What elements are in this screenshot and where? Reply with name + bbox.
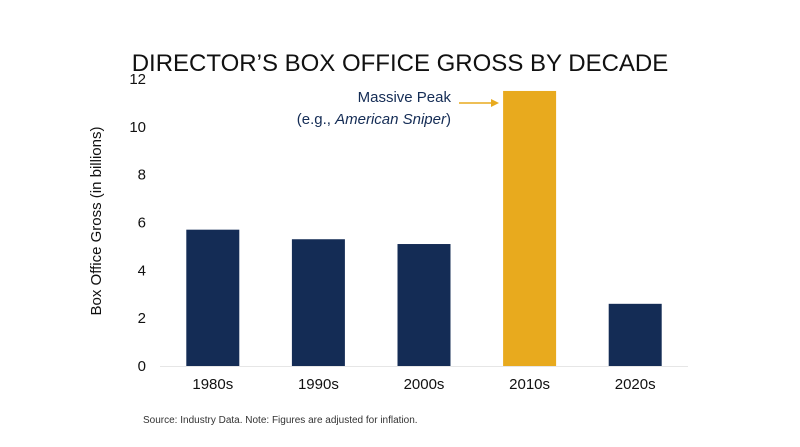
y-axis-title: Box Office Gross (in billions) (88, 127, 105, 316)
chart-title: DIRECTOR’S BOX OFFICE GROSS BY DECADE (132, 50, 669, 77)
x-tick-label: 2020s (615, 376, 656, 393)
x-tick-label: 1990s (298, 376, 339, 393)
annotation-prefix: (e.g., (297, 111, 335, 128)
x-tick-label: 2010s (509, 376, 550, 393)
bar-2010s (503, 90, 557, 366)
y-tick-label: 6 (138, 215, 146, 232)
y-axis-ticks: 0 2 4 6 8 10 12 (129, 71, 146, 375)
y-tick-label: 10 (129, 119, 146, 136)
bar-2000s (397, 244, 451, 366)
annotation-suffix: ) (446, 111, 451, 128)
x-tick-label: 2000s (404, 376, 445, 393)
y-tick-label: 8 (138, 167, 146, 184)
x-axis-ticks: 1980s 1990s 2000s 2010s 2020s (192, 376, 655, 393)
y-tick-label: 2 (138, 310, 146, 327)
bar-1990s (291, 239, 345, 366)
bar-1980s (186, 229, 240, 366)
annotation-italic-title: American Sniper (334, 111, 447, 128)
y-tick-label: 12 (129, 71, 146, 88)
source-note: Source: Industry Data. Note: Figures are… (143, 415, 418, 426)
annotation-arrow-head (491, 99, 499, 107)
bars (186, 90, 662, 366)
annotation-line1: Massive Peak (358, 89, 452, 106)
y-tick-label: 4 (138, 262, 146, 279)
annotation-line2: (e.g., American Sniper) (297, 111, 451, 128)
bar-2020s (608, 303, 662, 366)
y-tick-label: 0 (138, 358, 146, 375)
peak-annotation: Massive Peak (e.g., American Sniper) (297, 89, 499, 128)
x-tick-label: 1980s (192, 376, 233, 393)
